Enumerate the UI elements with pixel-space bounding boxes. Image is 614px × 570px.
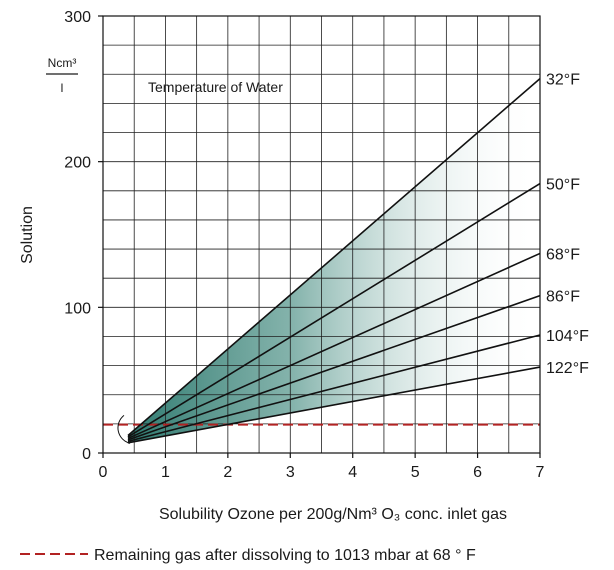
x-tick-label: 2 [223, 464, 232, 481]
x-axis-label: Solubility Ozone per 200g/Nm³ O₃ conc. i… [159, 506, 507, 523]
y-tick-label: 0 [82, 446, 91, 463]
series-label-50f: 50°F [546, 177, 580, 194]
x-tick-label: 6 [473, 464, 482, 481]
grid [103, 16, 540, 453]
y-tick-label: 200 [64, 155, 91, 172]
x-tick-label: 3 [286, 464, 295, 481]
series-line-68f [127, 252, 541, 440]
y-unit-denominator: l [61, 81, 64, 95]
tick-labels: 0 1 2 3 4 5 6 7 0 100 200 300 [64, 9, 544, 481]
legend-text-reference: Remaining gas after dissolving to 1013 m… [94, 547, 476, 564]
y-tick-label: 100 [64, 300, 91, 317]
x-tick-label: 7 [536, 464, 545, 481]
series-line-86f [127, 294, 541, 441]
x-tick-label: 0 [99, 464, 108, 481]
series-label-32f: 32°F [546, 72, 580, 89]
series-label-68f: 68°F [546, 246, 580, 263]
y-unit-numerator: Ncm³ [48, 56, 77, 70]
legend: Remaining gas after dissolving to 1013 m… [20, 547, 476, 564]
x-tick-label: 4 [348, 464, 357, 481]
series-label-122f: 122°F [546, 360, 589, 377]
series-line-104f [127, 334, 541, 443]
plot-frame [102, 15, 541, 454]
series-labels: 32°F 50°F 68°F 86°F 104°F 122°F [546, 72, 589, 377]
fan-gradient-layer [127, 78, 540, 443]
fan-gradient-fill [127, 78, 540, 443]
series-label-104f: 104°F [546, 328, 589, 345]
x-tick-label: 1 [161, 464, 170, 481]
x-tick-label: 5 [411, 464, 420, 481]
series-lines [117, 78, 541, 444]
plot-border [102, 15, 541, 454]
series-line-50f [127, 182, 541, 438]
origin-arc [117, 414, 131, 444]
series-label-86f: 86°F [546, 289, 580, 306]
y-axis-label: Solution [19, 206, 36, 264]
y-unit: Ncm³ l [46, 56, 78, 95]
series-line-32f [127, 78, 541, 437]
y-tick-label: 300 [64, 9, 91, 26]
series-line-122f [127, 366, 541, 444]
annotation-temperature-of-water: Temperature of Water [148, 79, 283, 95]
